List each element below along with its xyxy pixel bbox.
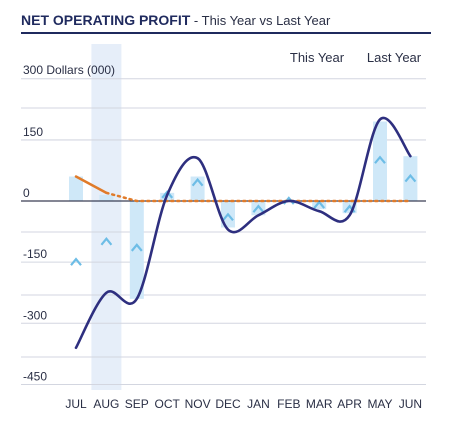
- title-main: NET OPERATING PROFIT: [21, 12, 191, 28]
- chevron-marker-aug: [100, 237, 113, 246]
- chevron-marker-sep: [130, 243, 143, 252]
- x-tick-label-jun: JUN: [399, 397, 422, 411]
- legend-last-year: Last Year: [367, 50, 422, 65]
- x-tick-label-may: MAY: [367, 397, 392, 411]
- chevron-marker-dec: [222, 212, 234, 222]
- x-tick-label-nov: NOV: [185, 397, 211, 411]
- chevron-marker-jun: [404, 173, 417, 183]
- chevron-marker-mar: [313, 200, 326, 209]
- y-unit-label: 300 Dollars (000): [23, 63, 115, 77]
- x-tick-label-dec: DEC: [215, 397, 241, 411]
- chart-title: NET OPERATING PROFIT - This Year vs Last…: [21, 12, 330, 28]
- x-tick-label-jul: JUL: [65, 397, 87, 411]
- y-tick-label: 0: [23, 186, 30, 200]
- x-tick-label-oct: OCT: [155, 397, 181, 411]
- chevron-marker-jul: [70, 257, 82, 266]
- x-tick-label-mar: MAR: [306, 397, 333, 411]
- chevron-marker-may: [374, 155, 386, 164]
- chevron-marker-nov: [191, 177, 204, 187]
- y-tick-label: -150: [23, 247, 47, 261]
- y-tick-label: -450: [23, 369, 47, 383]
- bar-jun: [403, 156, 418, 201]
- y-tick-label: 150: [23, 125, 43, 139]
- title-subtitle: This Year vs Last Year: [201, 13, 331, 28]
- series-last-year-dotted: [105, 191, 412, 203]
- bar-mar: [312, 201, 327, 210]
- bar-aug: [99, 194, 114, 201]
- series-this-year-line: [74, 116, 412, 350]
- highlight-column: [91, 44, 122, 390]
- x-tick-label-apr: APR: [337, 397, 362, 411]
- title-underline: [21, 32, 431, 34]
- y-tick-label: -300: [23, 308, 47, 322]
- bar-may: [373, 121, 387, 201]
- title-separator: -: [190, 13, 202, 28]
- series-last-year-solid: [74, 175, 108, 195]
- x-tick-label-aug: AUG: [93, 397, 119, 411]
- bar-sep: [129, 201, 144, 299]
- chevron-marker-jan: [252, 204, 265, 213]
- x-tick-label-feb: FEB: [277, 397, 300, 411]
- bar-jul: [69, 176, 83, 201]
- x-tick-label-jan: JAN: [247, 397, 270, 411]
- legend-this-year: This Year: [290, 50, 345, 65]
- x-tick-label-sep: SEP: [125, 397, 149, 411]
